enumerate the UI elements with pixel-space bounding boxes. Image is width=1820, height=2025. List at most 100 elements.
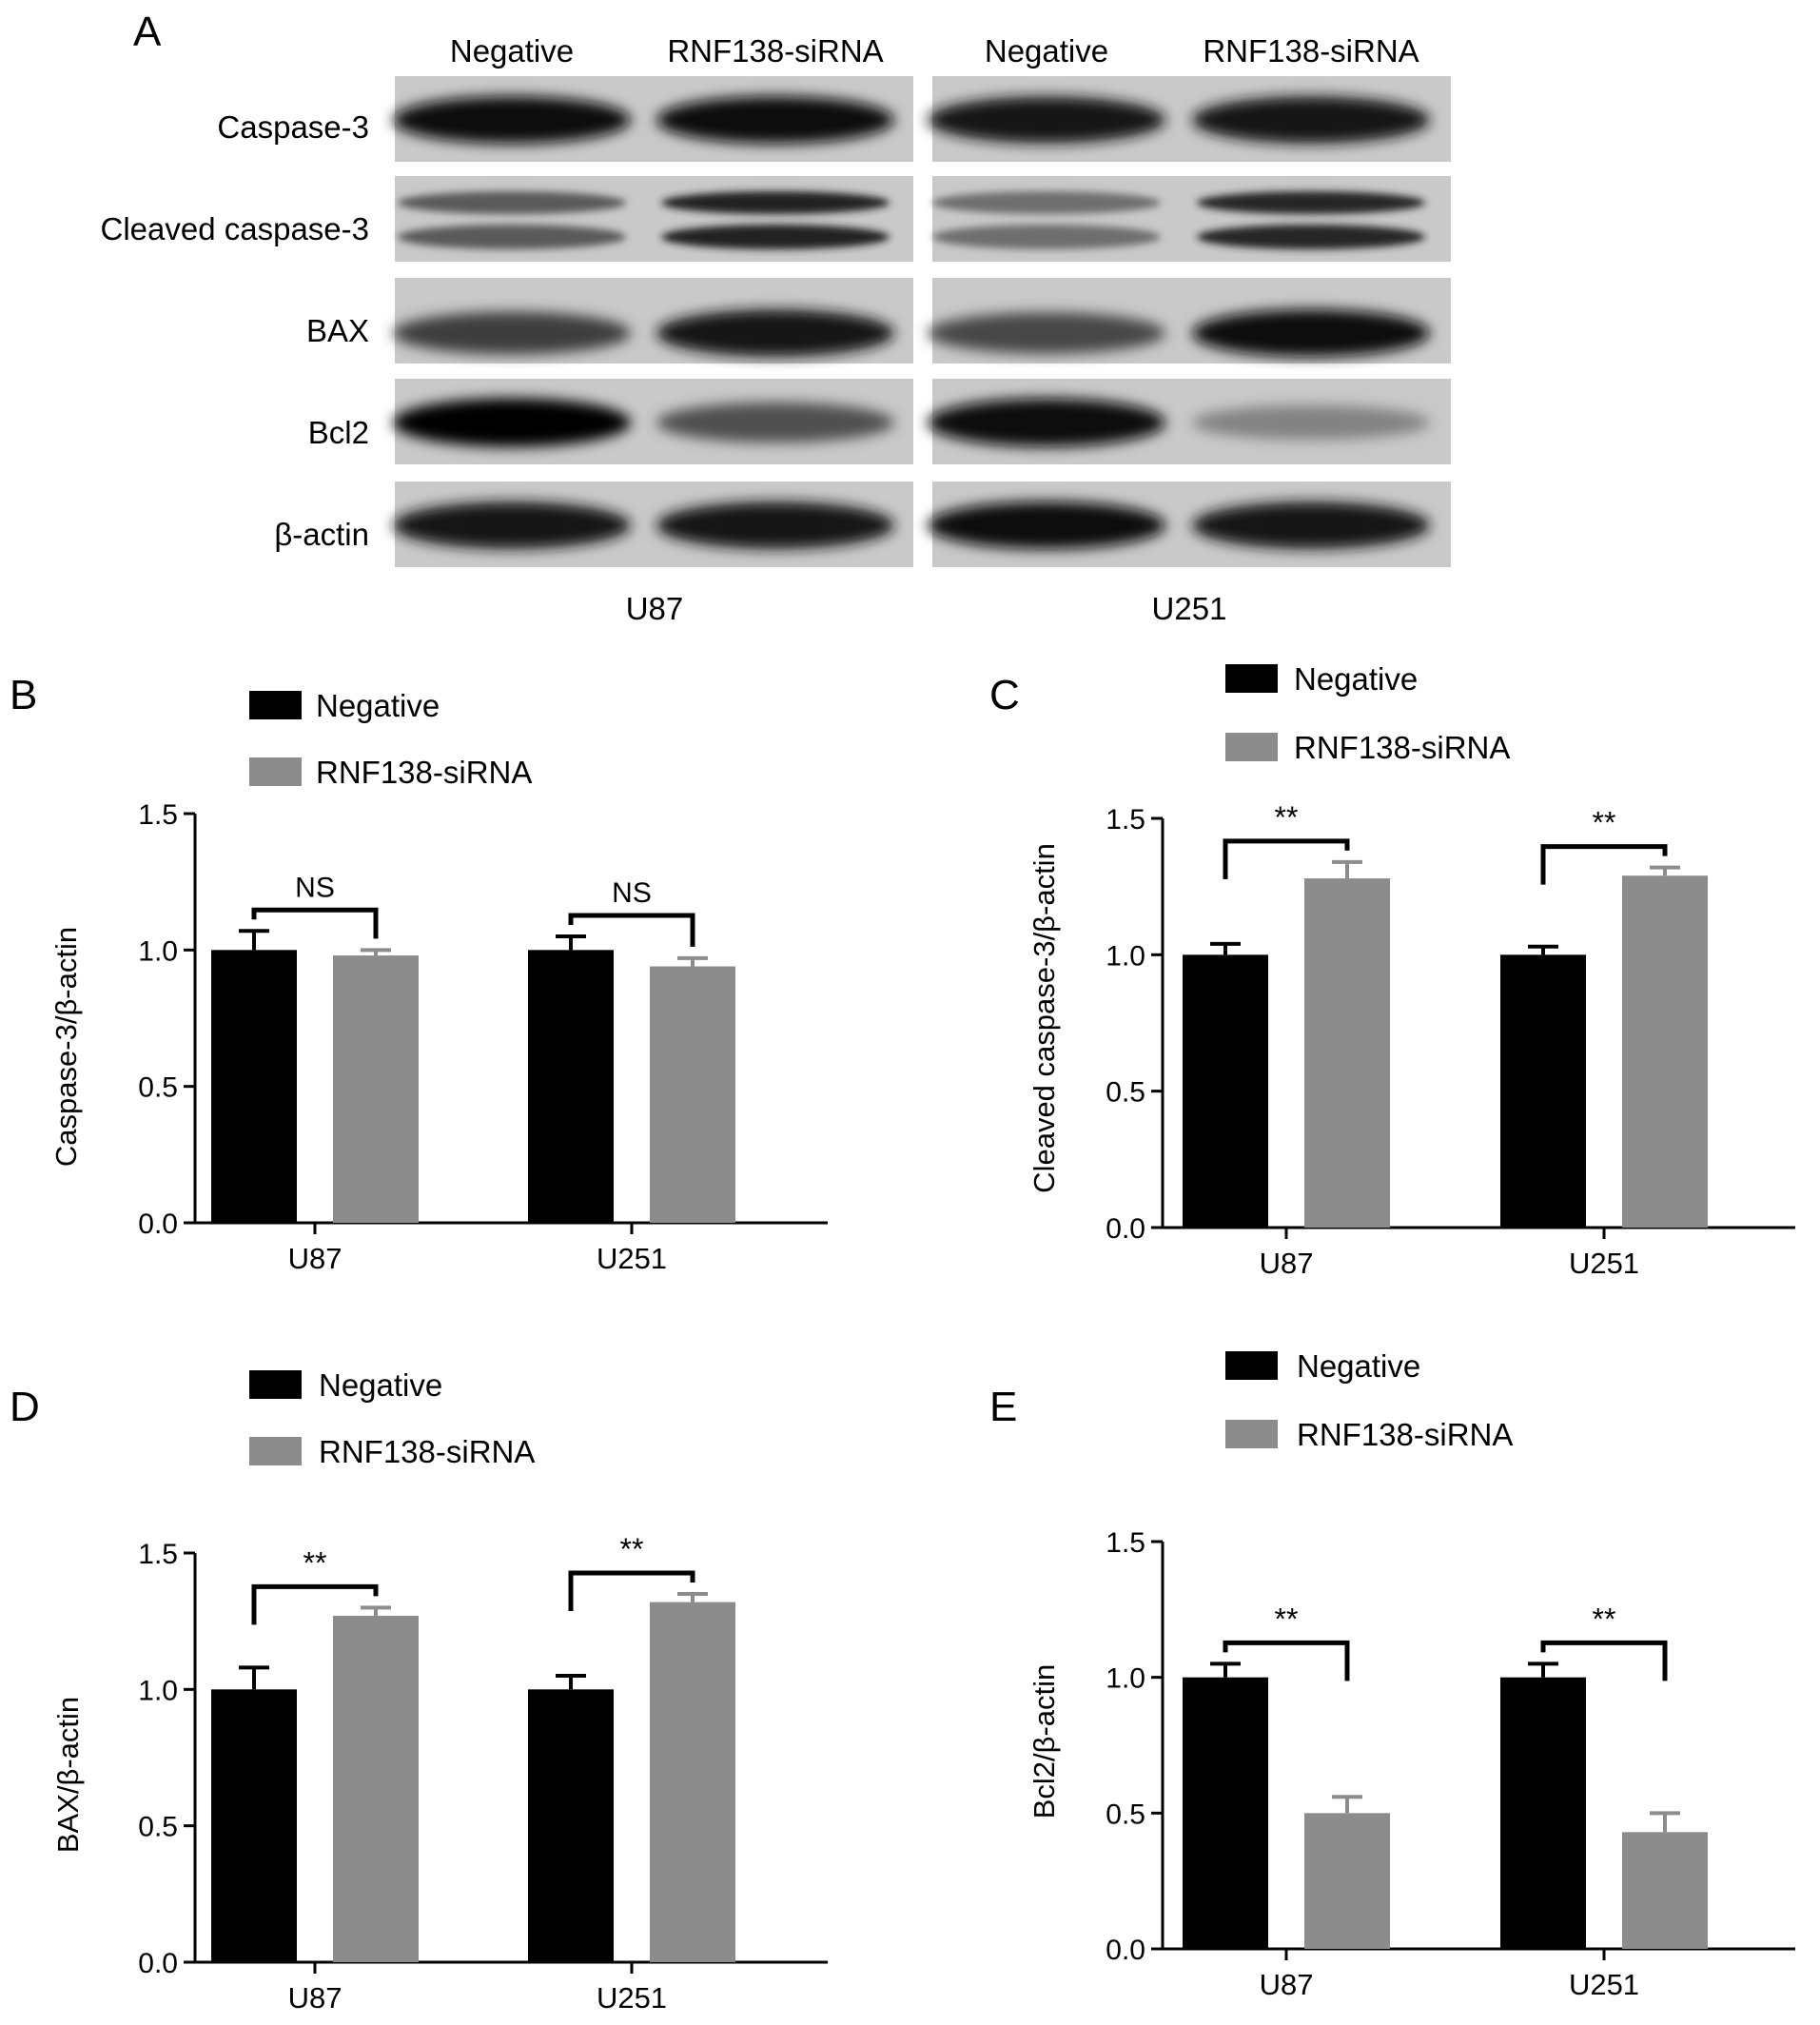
blot-band (393, 398, 631, 447)
blot-band (932, 225, 1161, 249)
blot-row-label: BAX (306, 313, 369, 348)
bar (528, 950, 614, 1223)
panel-label-c: C (989, 672, 1020, 718)
y-tick-label: 0.5 (1106, 1799, 1145, 1830)
legend-swatch-negative (249, 691, 302, 719)
legend-label: Negative (316, 688, 440, 723)
significance-bracket (1223, 1640, 1350, 1681)
significance-bracket (251, 907, 379, 939)
bar-chart-d: 0.0 0.5 1.0 1.5 U87 ** U251 ** (138, 1532, 828, 2015)
blot-band (928, 501, 1165, 550)
significance-label: ** (1593, 806, 1616, 840)
x-tick-label: U87 (1260, 1247, 1314, 1280)
blot-row-label: Cleaved caspase-3 (101, 211, 370, 246)
x-tick-label: U87 (1260, 1968, 1314, 2001)
blot-row-label: Caspase-3 (217, 109, 369, 145)
blot-band (1192, 96, 1430, 144)
bar (1304, 1813, 1390, 1949)
significance-label: ** (620, 1532, 644, 1566)
y-tick-label: 0.0 (1106, 1213, 1145, 1245)
panel-c: C Negative RNF138-siRNA 0.0 0.5 1.0 1.5 U87 *… (989, 661, 1795, 1280)
bar (333, 955, 419, 1223)
blot-row-label: Bcl2 (308, 415, 369, 450)
y-tick-label: 0.0 (1106, 1935, 1145, 1966)
blot-band (1192, 501, 1430, 549)
legend-swatch-negative (1225, 1351, 1278, 1380)
y-axis-label: Bcl2/β-actin (1027, 1664, 1061, 1819)
bar (1183, 1677, 1268, 1949)
bar (650, 1602, 735, 1962)
legend-swatch-rnf138-sirna (1225, 733, 1278, 761)
legend-label: RNF138-siRNA (319, 1434, 535, 1469)
blot-band (1197, 225, 1425, 249)
blot-band (398, 225, 626, 249)
significance-label: NS (612, 877, 652, 909)
blot-band (1197, 191, 1425, 214)
y-axis-label: Cleaved caspase-3/β-actin (1027, 843, 1061, 1193)
blot-strips (393, 76, 1451, 567)
lane-label: RNF138-siRNA (667, 33, 883, 69)
significance-bracket (1540, 1640, 1668, 1681)
legend-swatch-rnf138-sirna (1225, 1420, 1278, 1448)
blot-strip (932, 176, 1451, 262)
blot-band (393, 95, 631, 145)
bar-chart-b: 0.0 0.5 1.0 1.5 U87 NS U251 NS (138, 799, 828, 1275)
x-tick-label: U87 (288, 1242, 342, 1275)
lane-label: RNF138-siRNA (1203, 33, 1419, 69)
bar (1622, 875, 1708, 1228)
y-tick-label: 1.0 (138, 935, 178, 967)
bar (650, 966, 735, 1223)
x-tick-label: U251 (597, 1242, 667, 1275)
y-tick-label: 1.0 (138, 1675, 178, 1706)
blot-band (661, 225, 890, 249)
x-tick-label: U251 (1569, 1968, 1639, 2001)
x-tick-label: U87 (288, 1981, 342, 2015)
blot-row-label: β-actin (274, 517, 369, 552)
x-tick-label: U251 (1569, 1247, 1639, 1280)
blot-band (928, 312, 1165, 354)
y-tick-label: 1.5 (138, 799, 178, 831)
y-tick-label: 0.5 (138, 1072, 178, 1104)
significance-label: ** (303, 1545, 327, 1580)
panel-a: A Negative RNF138-siRNA Negative RNF138-… (101, 9, 1451, 626)
significance-bracket (251, 1583, 379, 1625)
blot-band (398, 191, 626, 214)
significance-bracket (1540, 844, 1668, 885)
panel-label-e: E (989, 1384, 1017, 1430)
cell-line-label: U251 (1152, 591, 1227, 626)
blot-band (656, 309, 894, 357)
legend-label: Negative (319, 1367, 442, 1403)
significance-label: ** (1275, 800, 1299, 835)
bar (211, 950, 297, 1223)
bar (1183, 954, 1268, 1228)
bar (1622, 1832, 1708, 1949)
significance-label: ** (1593, 1602, 1616, 1636)
y-tick-label: 1.0 (1106, 940, 1145, 972)
y-tick-label: 1.0 (1106, 1663, 1145, 1695)
y-tick-label: 0.5 (1106, 1077, 1145, 1109)
bar (1500, 954, 1586, 1228)
legend-swatch-negative (1225, 664, 1278, 693)
y-tick-label: 1.5 (1106, 804, 1145, 836)
panel-b: B Negative RNF138-siRNA 0.0 0.5 1.0 1.5 U87 N… (10, 672, 828, 1275)
blot-band (1192, 308, 1430, 358)
y-axis-label: BAX/β-actin (51, 1697, 85, 1853)
y-tick-label: 1.5 (1106, 1527, 1145, 1559)
blot-band (928, 398, 1165, 447)
legend-label: RNF138-siRNA (1297, 1417, 1513, 1452)
lane-label: Negative (985, 33, 1108, 69)
bar (1500, 1677, 1586, 1949)
bar (1304, 878, 1390, 1228)
panel-label-a: A (133, 9, 162, 55)
legend-label: RNF138-siRNA (316, 755, 532, 790)
blot-band (393, 501, 631, 549)
blot-strip (395, 176, 913, 262)
significance-label: ** (1275, 1602, 1299, 1636)
bar-chart-c: 0.0 0.5 1.0 1.5 U87 ** U251 ** (1106, 800, 1795, 1280)
x-tick-label: U251 (597, 1981, 667, 2015)
bar (528, 1689, 614, 1962)
panel-d: D Negative RNF138-siRNA 0.0 0.5 1.0 1.5 U87 *… (10, 1367, 828, 2015)
blot-band (1192, 404, 1430, 441)
blot-band (932, 191, 1161, 214)
blot-band (656, 402, 894, 443)
